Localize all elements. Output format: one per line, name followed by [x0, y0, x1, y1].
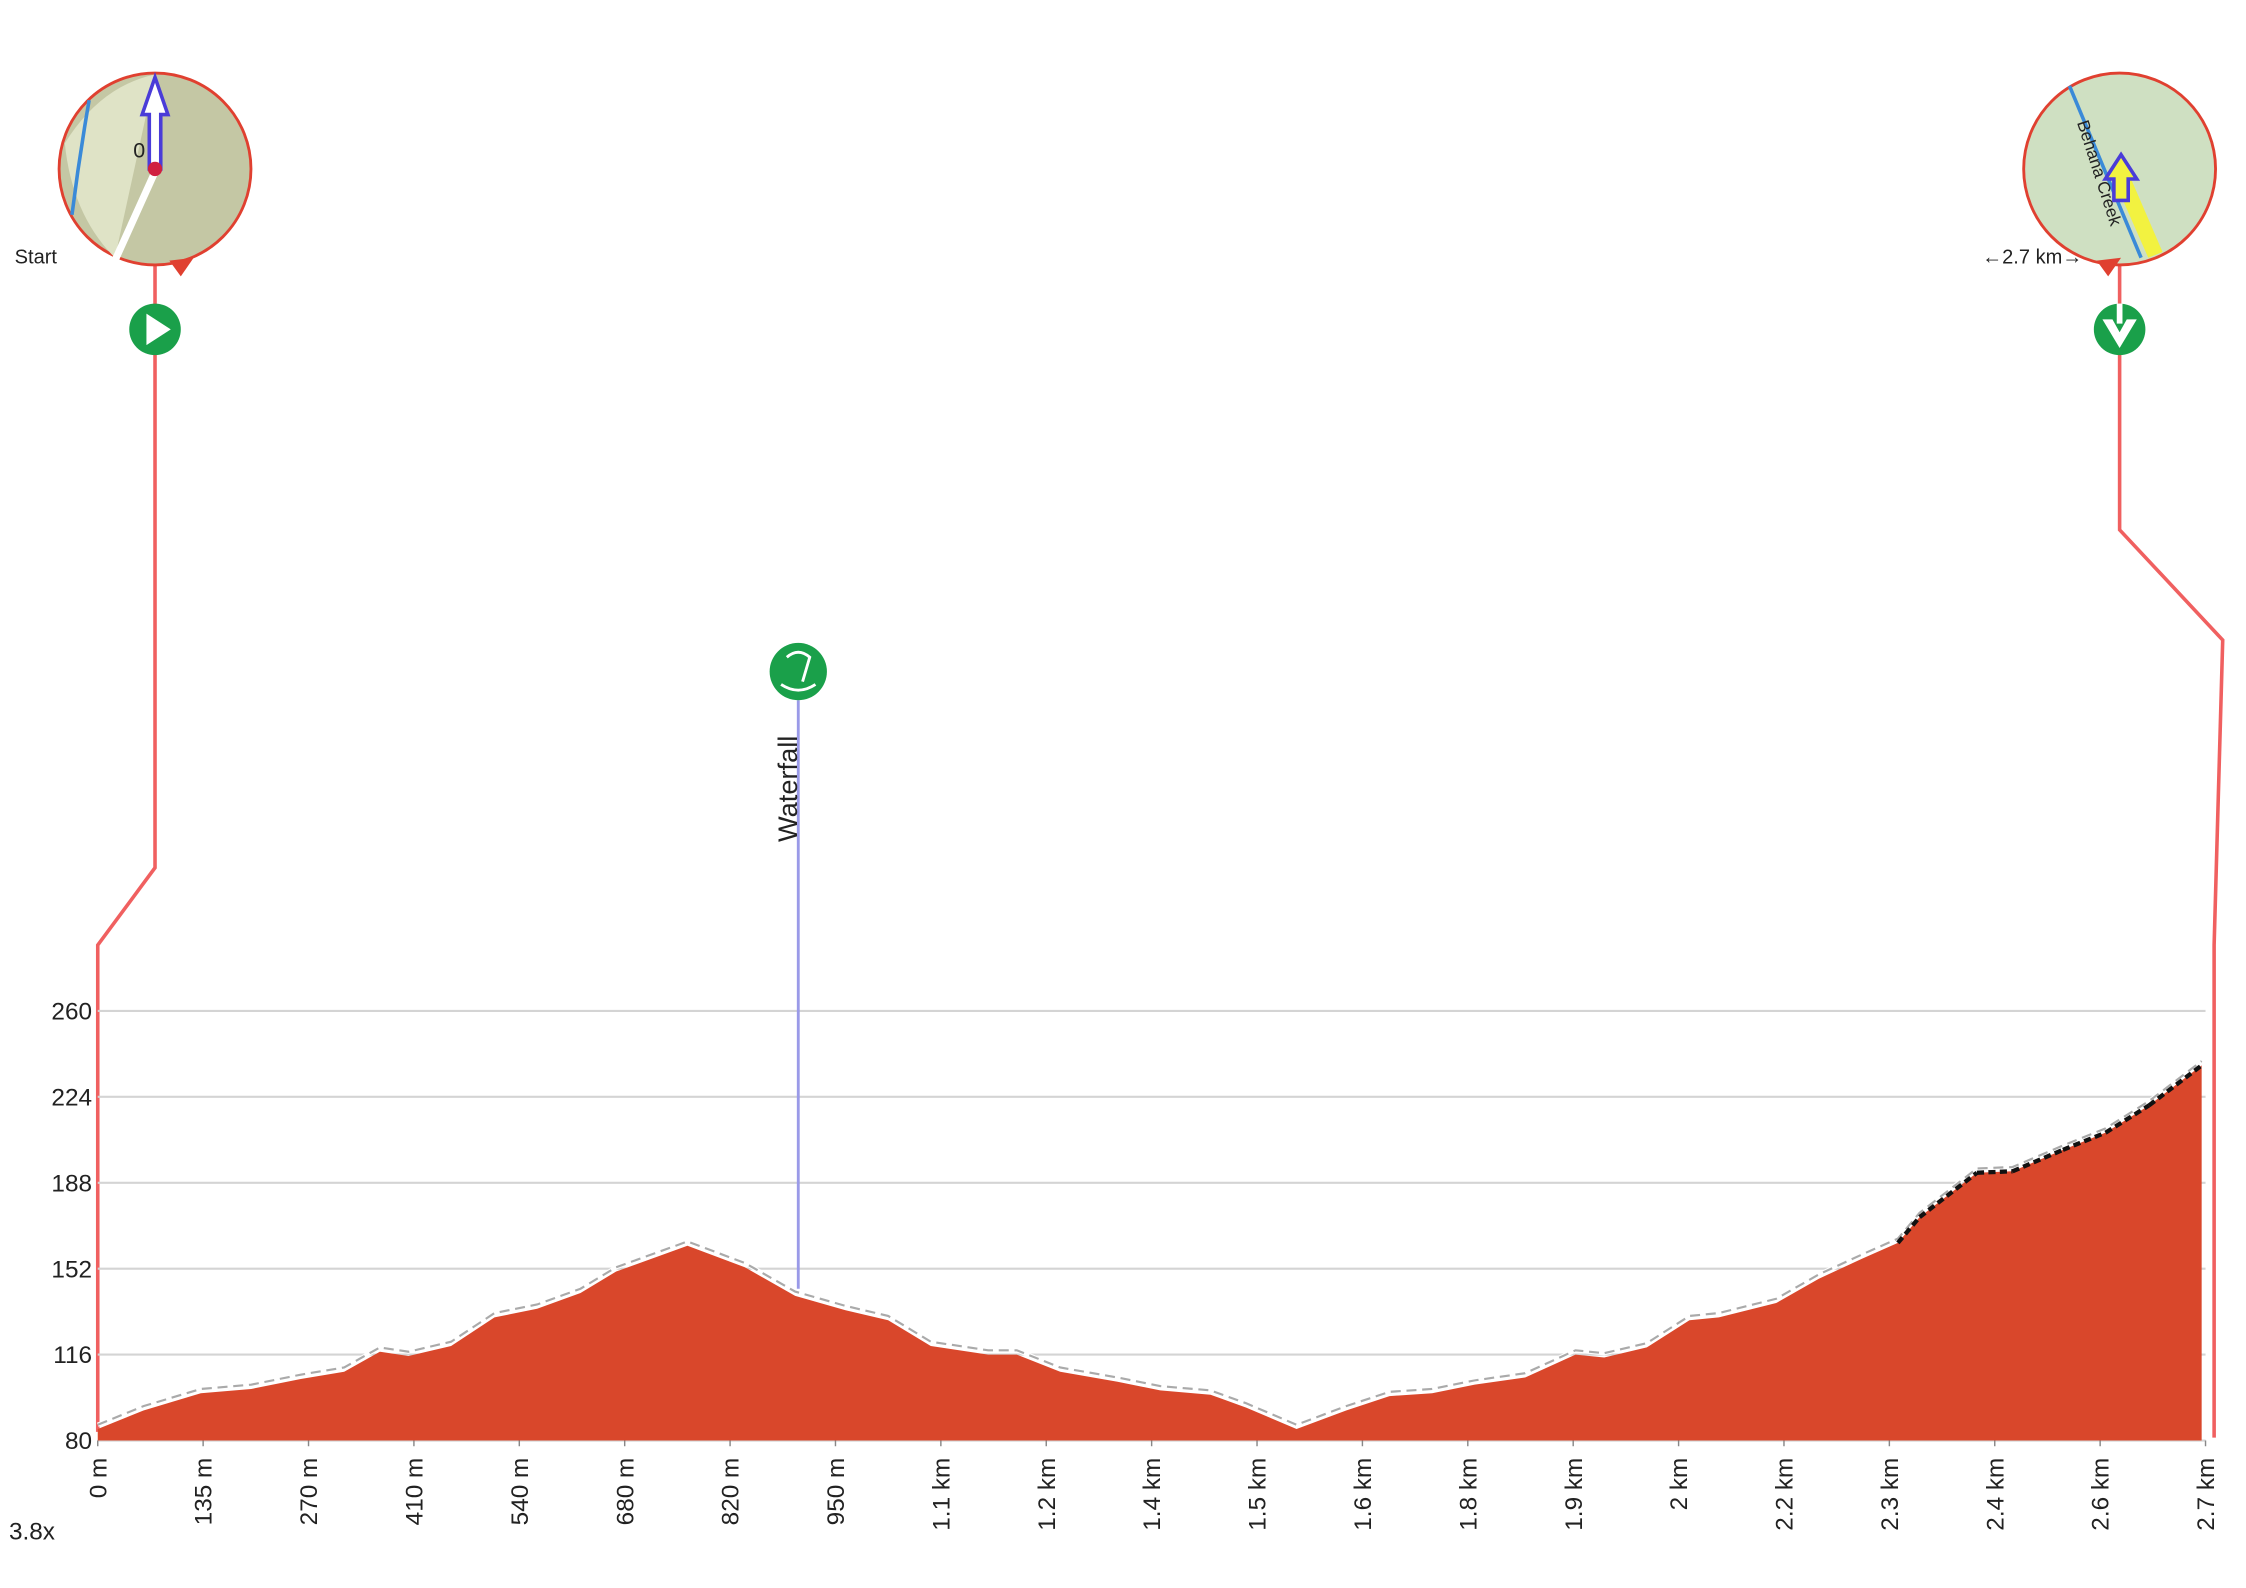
x-tick-label: 1.5 km [1245, 1458, 1272, 1531]
annotation-icon [770, 643, 827, 700]
page: {"chart_data": { "type": "area", "x": [0… [0, 0, 2246, 1588]
x-tick-label: 2.4 km [1982, 1458, 2009, 1531]
x-tick-label: 1.9 km [1561, 1458, 1588, 1531]
end-icon [2094, 304, 2146, 356]
x-tick-label: 2 km [1666, 1458, 1693, 1511]
zoom-label: 3.8x [9, 1518, 55, 1545]
x-tick-label: 135 m [191, 1458, 218, 1526]
y-tick-label: 224 [51, 1084, 92, 1111]
x-tick-label: 270 m [296, 1458, 323, 1526]
map-label: 0 [133, 139, 145, 163]
x-tick-label: 0 m [85, 1458, 112, 1499]
x-tick-label: 2.2 km [1772, 1458, 1799, 1531]
x-tick-label: 1.1 km [928, 1458, 955, 1531]
x-tick-label: 1.2 km [1034, 1458, 1061, 1531]
start-map: 0 [59, 73, 251, 276]
x-tick-label: 2.6 km [2088, 1458, 2115, 1531]
x-tick-label: 540 m [507, 1458, 534, 1526]
x-tick-label: 820 m [718, 1458, 745, 1526]
y-tick-label: 188 [51, 1170, 92, 1197]
x-tick-label: 680 m [612, 1458, 639, 1526]
x-tick-label: 2.7 km [2193, 1458, 2220, 1531]
start-label: Start [15, 246, 58, 268]
start-leader [98, 265, 155, 1432]
x-tick-label: 1.6 km [1350, 1458, 1377, 1531]
x-tick-label: 2.3 km [1877, 1458, 1904, 1531]
plot: 80 116 152 188 224 260 0 m 135 m 270 m 410 m 540 m… [51, 643, 2220, 1531]
x-tick-label: 1.4 km [1139, 1458, 1166, 1531]
y-tick-label: 152 [51, 1256, 92, 1283]
y-tick-label: 116 [53, 1342, 92, 1369]
x-tick-label: 410 m [402, 1458, 429, 1526]
y-tick-label: 260 [51, 999, 92, 1026]
chart: 0 Behana Creek Start ←2.7 km→ 3.8x 80116… [0, 0, 2246, 1588]
x-tick-label: 950 m [823, 1458, 850, 1526]
x-tick-label: 1.8 km [1455, 1458, 1482, 1531]
annotation-label: Waterfall [772, 736, 803, 842]
end-label: ←2.7 km→ [1982, 246, 2082, 268]
start-icon [129, 304, 181, 356]
y-tick-label: 80 [65, 1428, 92, 1455]
